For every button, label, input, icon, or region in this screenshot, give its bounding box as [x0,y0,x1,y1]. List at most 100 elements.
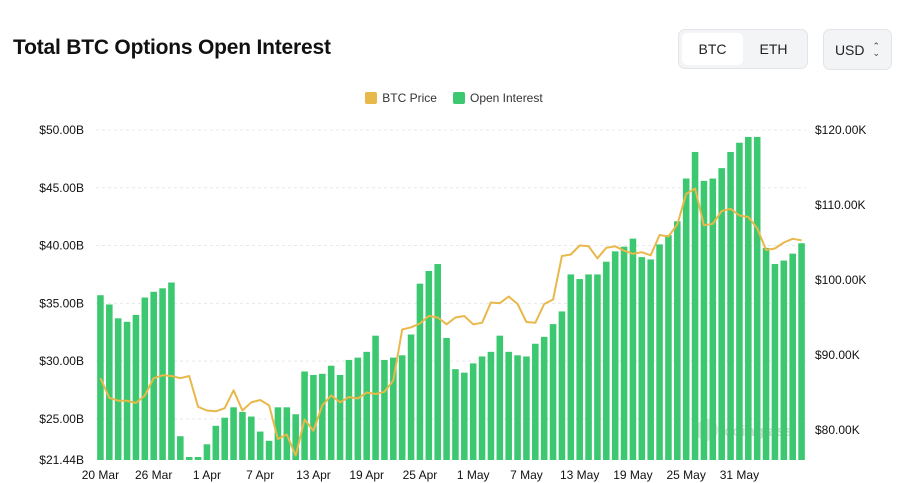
open-interest-bar[interactable] [150,291,157,460]
open-interest-bar[interactable] [638,257,646,460]
open-interest-bar[interactable] [540,336,548,460]
open-interest-bar[interactable] [576,279,583,460]
open-interest-bar[interactable] [301,371,308,460]
open-interest-bar[interactable] [97,295,104,460]
open-interest-bar[interactable] [123,321,131,460]
open-interest-bar[interactable] [691,151,699,460]
open-interest-bar[interactable] [700,180,708,460]
open-interest-bar[interactable] [212,425,220,460]
open-interest-bar[interactable] [248,416,255,460]
open-interest-bar[interactable] [762,247,770,460]
open-interest-bar[interactable] [727,151,734,460]
open-interest-bar[interactable] [132,314,140,460]
x-tick-label: 7 May [510,468,543,482]
open-interest-bar[interactable] [496,335,504,460]
x-tick-label: 19 May [613,468,652,482]
open-interest-bar[interactable] [585,274,592,460]
open-interest-bar[interactable] [469,363,477,460]
open-interest-bar[interactable] [407,334,415,460]
open-interest-bar[interactable] [789,253,796,460]
open-interest-bar[interactable] [114,318,122,460]
open-interest-bar[interactable] [709,178,717,460]
x-tick-label: 20 Mar [82,468,119,482]
open-interest-bar[interactable] [647,259,654,460]
chart-grid [96,129,806,420]
open-interest-bar[interactable] [327,365,335,460]
open-interest-bar[interactable] [390,357,397,460]
open-interest-bar[interactable] [416,283,424,460]
toggle-eth[interactable]: ETH [759,41,788,57]
open-interest-bar[interactable] [478,356,486,460]
open-interest-bar[interactable] [487,351,495,460]
open-interest-bar[interactable] [310,374,317,460]
y-left-tick-label: $35.00B [39,296,84,310]
y-left-tick-label: $45.00B [39,181,84,195]
open-interest-bar[interactable] [665,235,672,460]
legend-label-open-interest: Open Interest [469,91,543,105]
open-interest-bar[interactable] [594,274,601,460]
y-left-tick-label: $21.44B [39,453,84,467]
y-left-tick-label: $25.00B [39,412,84,426]
y-axis-right: $80.00K $90.00K $100.00K $110.00K $120.00K [815,123,866,437]
open-interest-bar[interactable] [319,373,326,460]
open-interest-bar[interactable] [656,244,663,460]
open-interest-bar[interactable] [558,311,566,460]
open-interest-bar[interactable] [398,355,406,460]
x-tick-label: 7 Apr [246,468,274,482]
open-interest-bar[interactable] [177,436,184,460]
open-interest-bar[interactable] [381,359,388,460]
open-interest-bar[interactable] [443,337,450,460]
open-interest-bar[interactable] [514,355,521,460]
open-interest-bar[interactable] [505,351,512,460]
open-interest-bar[interactable] [780,260,788,460]
open-interest-bar[interactable] [549,324,557,460]
open-interest-bar[interactable] [434,264,441,460]
y-left-tick-label: $50.00B [39,123,84,137]
y-right-tick-label: $80.00K [815,423,860,437]
open-interest-bar[interactable] [736,142,743,460]
open-interest-bar[interactable] [611,251,619,460]
open-interest-bar[interactable] [345,359,353,460]
open-interest-bar[interactable] [567,274,575,460]
open-interest-bar[interactable] [452,369,459,460]
open-interest-bar[interactable] [523,356,530,460]
open-interest-bar[interactable] [745,136,752,460]
open-interest-bar[interactable] [620,246,628,460]
open-interest-bar[interactable] [292,414,299,460]
open-interest-bar[interactable] [363,351,370,460]
y-axis-left: $21.44B $25.00B $30.00B $35.00B $40.00B $45.0… [39,123,84,467]
open-interest-bar[interactable] [274,407,282,460]
open-interest-bar[interactable] [106,304,113,460]
open-interest-bar[interactable] [221,417,228,460]
currency-select[interactable]: USD ⌃ ⌄ [823,29,892,70]
open-interest-bar[interactable] [168,282,175,460]
open-interest-bar[interactable] [771,264,779,460]
open-interest-bar[interactable] [185,456,193,460]
open-interest-bar[interactable] [354,357,362,460]
open-interest-bar[interactable] [372,335,379,460]
legend-item-open-interest[interactable]: Open Interest [452,91,543,105]
open-interest-bar[interactable] [336,374,344,460]
open-interest-bar[interactable] [682,178,690,460]
open-interest-bar[interactable] [718,168,725,460]
x-axis: 20 Mar 26 Mar 1 Apr 7 Apr 13 Apr 19 Apr 25 Apr… [82,468,759,482]
toggle-btc[interactable]: BTC [682,33,743,65]
open-interest-bar[interactable] [194,456,202,460]
open-interest-bar[interactable] [629,238,637,460]
open-interest-bar[interactable] [239,411,246,460]
open-interest-bar[interactable] [256,431,264,460]
x-tick-label: 1 Apr [193,468,221,482]
open-interest-bar[interactable] [230,407,237,460]
open-interest-bar[interactable] [141,297,149,460]
open-interest-bar[interactable] [603,261,610,460]
open-interest-bar[interactable] [425,270,433,460]
open-interest-bar[interactable] [461,372,468,460]
open-interest-bar[interactable] [753,136,761,460]
open-interest-bar[interactable] [203,444,211,460]
open-interest-bar[interactable] [159,288,166,460]
open-interest-bar[interactable] [265,440,273,460]
open-interest-bar[interactable] [798,243,805,460]
open-interest-bar[interactable] [674,221,681,460]
legend-item-btc-price[interactable]: BTC Price [365,91,437,105]
open-interest-bar[interactable] [532,343,539,460]
